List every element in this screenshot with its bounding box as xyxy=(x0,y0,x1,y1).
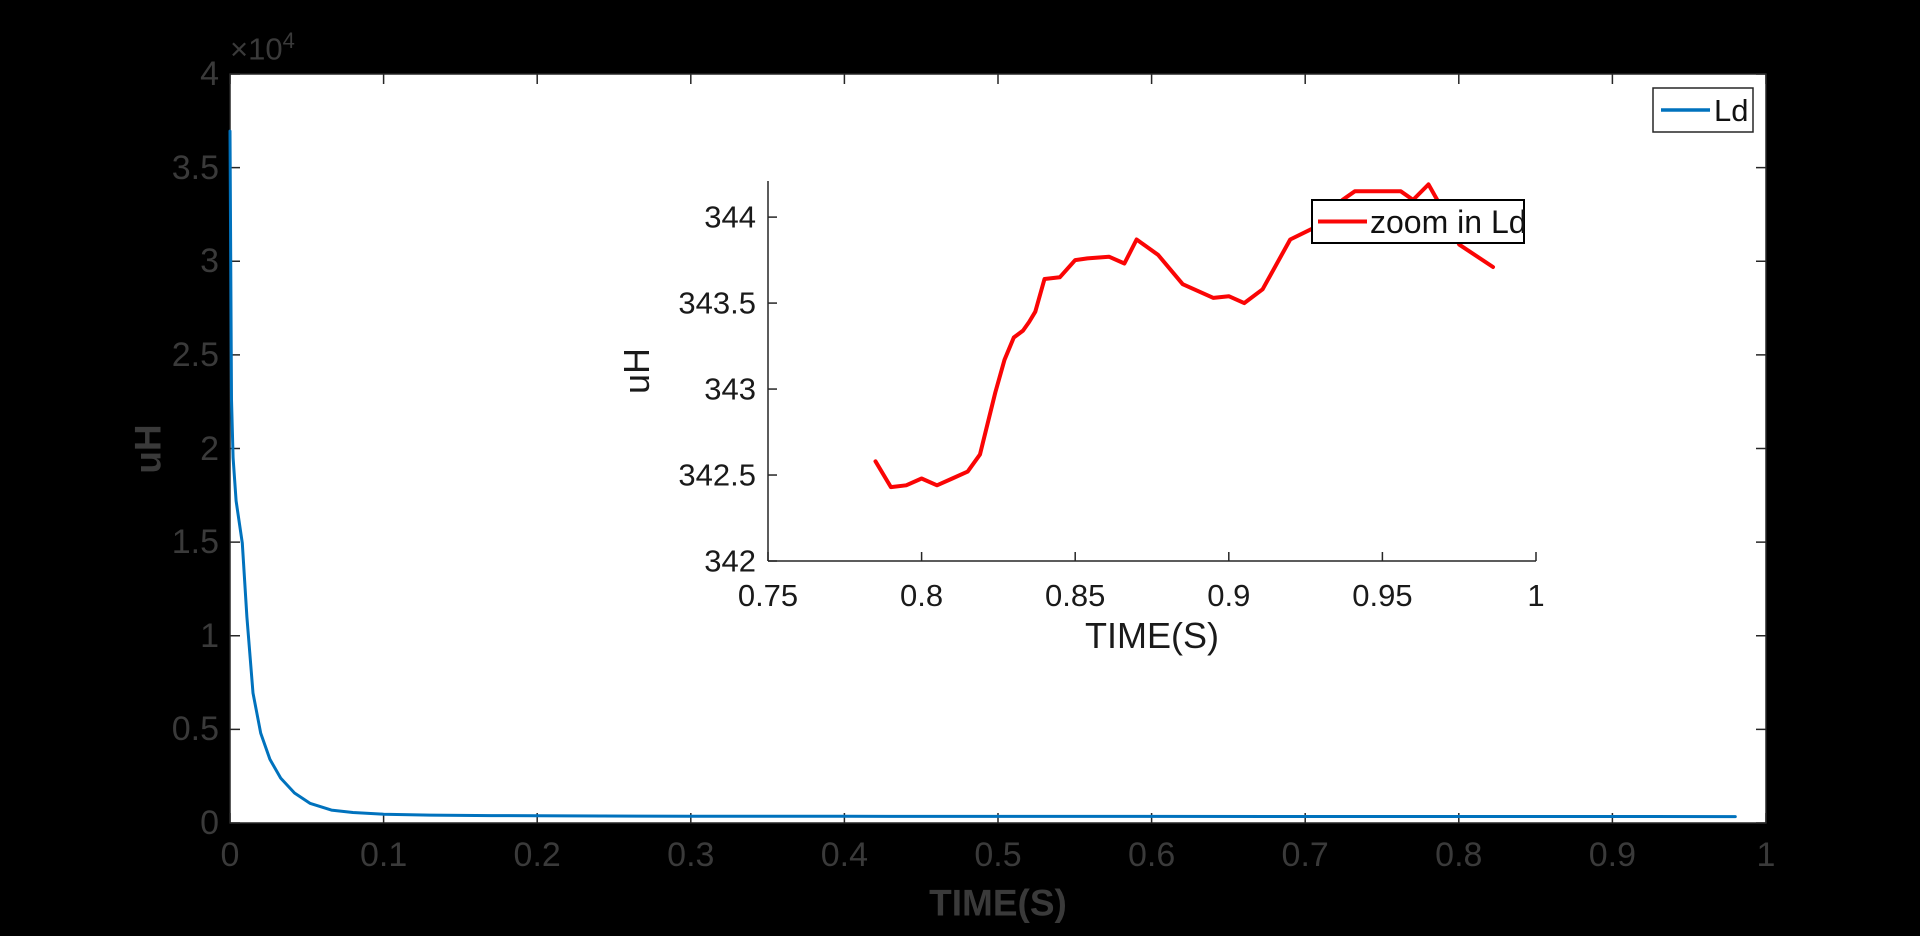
main-axes-box xyxy=(229,73,1767,824)
zoom-ld-curve xyxy=(873,182,1495,490)
ld-curve xyxy=(228,129,1737,819)
